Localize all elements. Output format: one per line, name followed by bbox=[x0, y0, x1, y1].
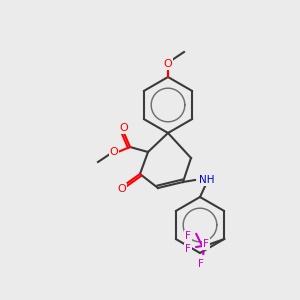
Text: O: O bbox=[120, 123, 128, 133]
Text: F: F bbox=[198, 259, 204, 269]
Text: NH: NH bbox=[199, 175, 214, 185]
Text: F: F bbox=[185, 244, 191, 254]
Text: O: O bbox=[164, 59, 172, 69]
Text: F: F bbox=[203, 239, 209, 249]
Text: O: O bbox=[118, 184, 126, 194]
Text: F: F bbox=[185, 231, 191, 241]
Text: O: O bbox=[110, 147, 118, 157]
